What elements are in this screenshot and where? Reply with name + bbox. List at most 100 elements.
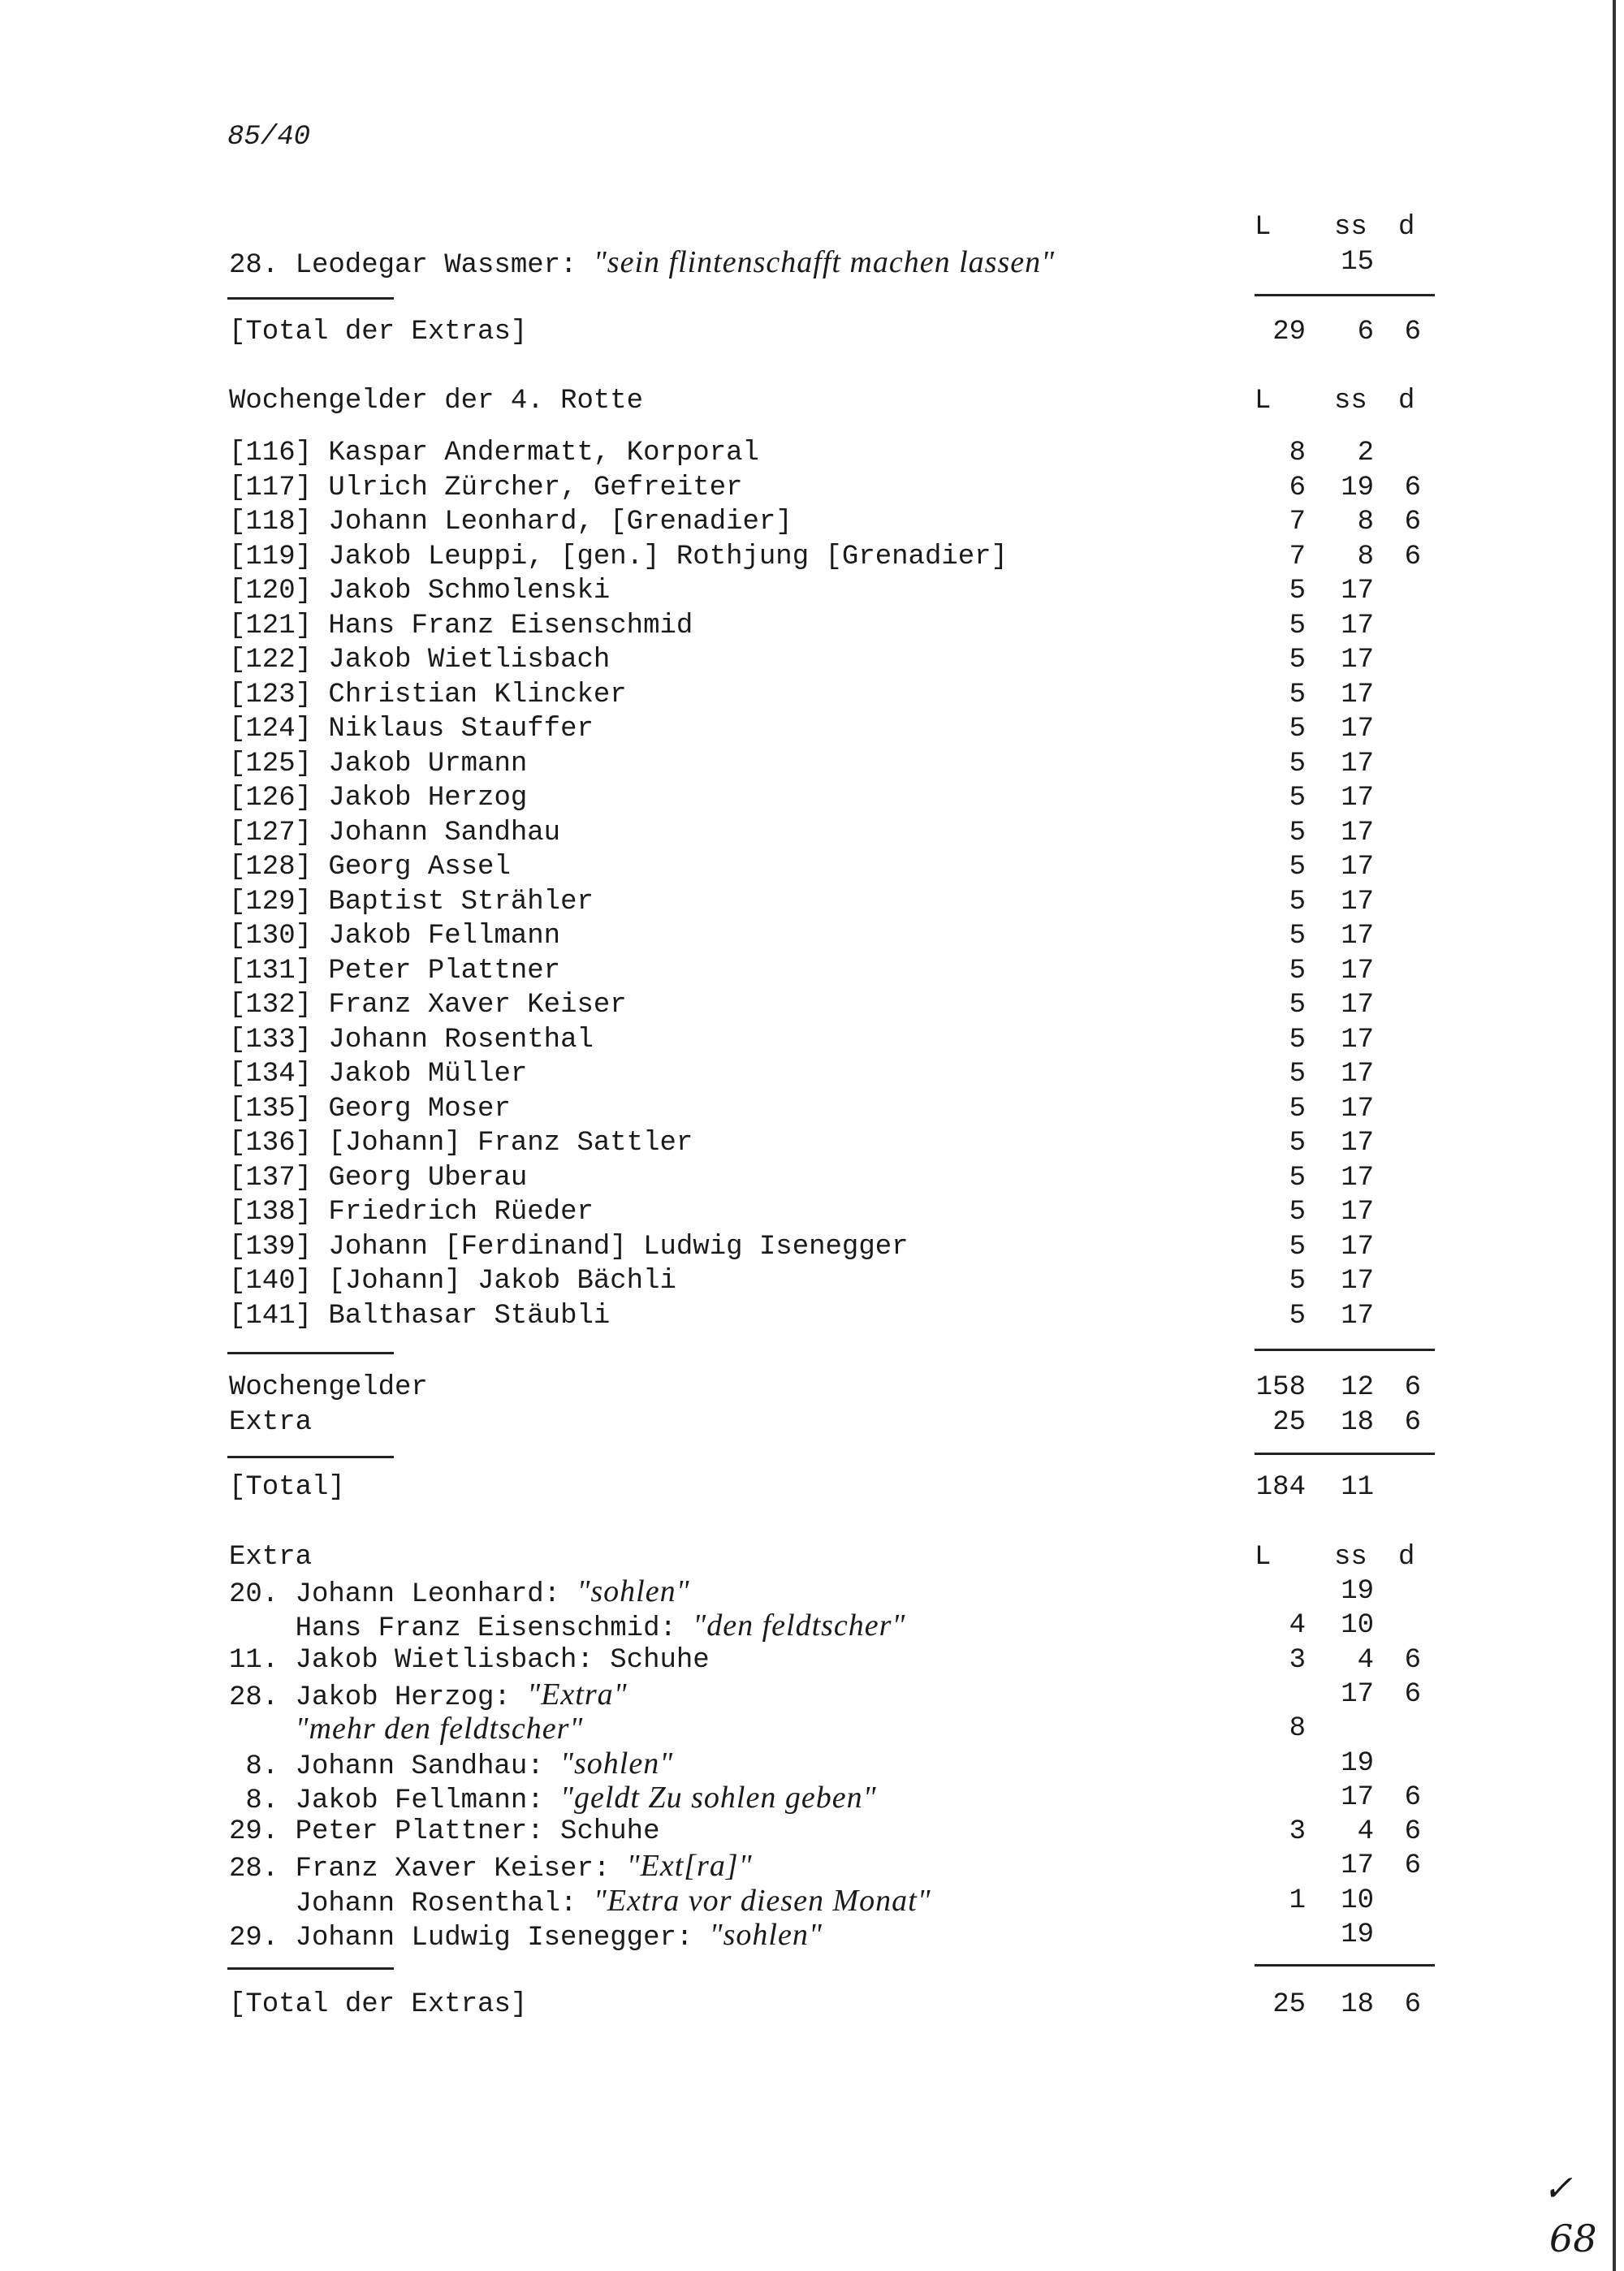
entry-text: 8. Jakob Fellmann: "geldt Zu sohlen geben" (229, 1780, 877, 1819)
divider-left (227, 1456, 394, 1458)
person-name: Johann Sandhau (328, 817, 561, 848)
value-schillings: 17 (1341, 1128, 1374, 1159)
entry-text: "mehr den feldtscher" (229, 1711, 583, 1750)
person-number: [128] (229, 852, 313, 883)
person-number: [136] (229, 1128, 313, 1159)
value-schillings: 17 (1341, 817, 1374, 848)
total-label: [Total der Extras] (229, 317, 528, 348)
person-name: Georg Moser (328, 1093, 511, 1125)
value-schillings: 17 (1341, 748, 1374, 779)
entry-text: 20. Johann Leonhard: "sohlen" (229, 1574, 690, 1613)
entry-quote: "Ext[ra]" (626, 1849, 753, 1884)
extra-entry: "mehr den feldtscher" 8 (0, 1711, 1624, 1746)
header-pence: d (1398, 212, 1415, 243)
value-pence: 6 (1404, 1850, 1421, 1882)
person-text: [122] Jakob Wietlisbach (229, 642, 610, 678)
summary-row: Wochengelder 158 12 6 (0, 1370, 1624, 1405)
entry-text: 28. Jakob Herzog: "Extra" (229, 1677, 628, 1716)
person-name: Jakob Schmolenski (328, 576, 611, 607)
value-livres: 5 (1289, 1266, 1306, 1297)
value-schillings: 19 (1341, 472, 1374, 503)
person-name: Franz Xaver Keiser (328, 990, 627, 1021)
person-name: Christian Klincker (328, 679, 627, 710)
person-text: [117] Ulrich Zürcher, Gefreiter (229, 470, 743, 506)
value-schillings: 17 (1341, 679, 1374, 710)
value-schillings: 17 (1341, 783, 1374, 814)
value-schillings: 17 (1341, 921, 1374, 952)
entry-name: Jakob Fellmann: (295, 1785, 544, 1816)
value-schillings: 4 (1357, 1644, 1374, 1676)
person-text: [120] Jakob Schmolenski (229, 573, 610, 609)
value-schillings: 17 (1341, 1059, 1374, 1090)
person-text: [133] Johann Rosenthal (229, 1022, 594, 1058)
value-livres: 7 (1289, 507, 1306, 538)
entry-text: 8. Johann Sandhau: "sohlen" (229, 1746, 673, 1785)
person-text: [127] Johann Sandhau (229, 815, 560, 851)
total-label: [Total der Extras] (229, 1989, 528, 2020)
person-name: Hans Franz Eisenschmid (328, 610, 693, 641)
entry-name: Peter Plattner: Schuhe (295, 1816, 660, 1848)
extra-entry: Hans Franz Eisenschmid: "den feldtscher" 4… (0, 1608, 1624, 1644)
person-number: [137] (229, 1162, 313, 1194)
person-name: Johann Leonhard, [Grenadier] (328, 507, 793, 538)
entry-day: 28. (229, 1854, 279, 1885)
value-pence: 6 (1404, 1678, 1421, 1710)
extra-entry: 29. Johann Ludwig Isenegger: "sohlen" 19 (0, 1917, 1624, 1954)
value-livres: 5 (1289, 886, 1306, 917)
person-number: [139] (229, 1231, 313, 1263)
person-text: [131] Peter Plattner (229, 953, 560, 989)
value-livres: 3 (1289, 1644, 1306, 1676)
person-text: [118] Johann Leonhard, [Grenadier] (229, 504, 793, 540)
entry-text: Johann Rosenthal: "Extra vor diesen Monat… (229, 1883, 931, 1922)
extra-entry: 20. Johann Leonhard: "sohlen" 19 (0, 1574, 1624, 1610)
person-row: [119] Jakob Leuppi, [gen.] Rothjung [Gren… (0, 539, 1624, 575)
value-livres: 5 (1289, 576, 1306, 607)
value-schillings: 17 (1341, 1781, 1374, 1813)
entry-day: 29. (229, 1923, 279, 1954)
value-schillings: 19 (1341, 1576, 1374, 1607)
person-name: Balthasar Stäubli (328, 1300, 611, 1332)
value-schillings: 4 (1357, 1816, 1374, 1848)
entry-text: 29. Peter Plattner: Schuhe (229, 1814, 676, 1850)
value-livres: 5 (1289, 852, 1306, 883)
value-livres: 184 (1255, 1472, 1306, 1503)
value-schillings: 17 (1341, 1162, 1374, 1194)
person-row: [134] Jakob Müller 5 17 (0, 1056, 1624, 1092)
value-schillings: 17 (1341, 1678, 1374, 1710)
person-row: [120] Jakob Schmolenski 5 17 (0, 573, 1624, 609)
person-number: [126] (229, 783, 313, 814)
entry-day: 28. (229, 250, 279, 281)
header-pence: d (1398, 386, 1415, 417)
value-livres: 5 (1289, 610, 1306, 641)
extra-title: Extra (229, 1542, 313, 1573)
value-livres: 5 (1289, 645, 1306, 676)
entry-name: Jakob Herzog: (295, 1682, 511, 1713)
divider-right (1255, 1453, 1435, 1455)
person-text: [130] Jakob Fellmann (229, 918, 560, 954)
value-schillings: 17 (1341, 852, 1374, 883)
value-livres: 25 (1272, 1989, 1306, 2020)
entry-name: Leodegar Wassmer: (295, 250, 577, 281)
header-schillings: ss (1334, 1542, 1367, 1573)
person-number: [127] (229, 817, 313, 848)
value-pence: 6 (1404, 507, 1421, 538)
value-schillings: 17 (1341, 1197, 1374, 1228)
person-number: [117] (229, 472, 313, 503)
value-livres: 5 (1289, 921, 1306, 952)
person-text: [124] Niklaus Stauffer (229, 711, 594, 747)
person-number: [123] (229, 679, 313, 710)
summary-label: Wochengelder (229, 1372, 428, 1403)
value-livres: 5 (1289, 955, 1306, 987)
person-number: [129] (229, 886, 313, 917)
value-livres: 5 (1289, 679, 1306, 710)
person-number: [122] (229, 645, 313, 676)
extra-entry: 8. Johann Sandhau: "sohlen" 19 (0, 1746, 1624, 1782)
person-text: [141] Balthasar Stäubli (229, 1298, 610, 1334)
person-number: [135] (229, 1093, 313, 1125)
person-row: [122] Jakob Wietlisbach 5 17 (0, 642, 1624, 678)
value-livres: 1 (1289, 1885, 1306, 1916)
page-reference: 85/40 (227, 122, 311, 153)
person-name: Jakob Urmann (328, 748, 528, 779)
entry-quote: "Extra vor diesen Monat" (593, 1883, 931, 1918)
